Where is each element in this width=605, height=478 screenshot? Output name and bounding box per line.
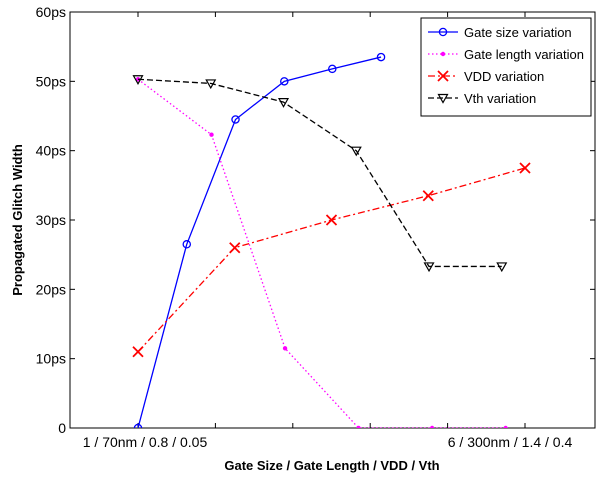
x-axis: 1 / 70nm / 0.8 / 0.05 6 / 300nm / 1.4 / …: [83, 12, 573, 450]
x-tick-label-end: 6 / 300nm / 1.4 / 0.4: [448, 434, 573, 450]
y-tick-label: 50ps: [36, 73, 66, 89]
y-tick-label: 60ps: [36, 4, 66, 20]
x-tick-label-start: 1 / 70nm / 0.8 / 0.05: [83, 434, 208, 450]
legend-marker: [440, 51, 446, 57]
legend-label: Vth variation: [464, 91, 536, 106]
legend: Gate size variation Gate length variation…: [420, 17, 592, 117]
legend-entry: VDD variation: [428, 69, 544, 84]
series-1: [135, 77, 508, 428]
data-point: [231, 115, 240, 124]
series-line: [137, 78, 502, 268]
data-point: [282, 346, 288, 351]
data-point: [496, 262, 508, 273]
data-point: [429, 425, 435, 428]
data-point: [182, 240, 192, 249]
series-line: [137, 56, 382, 428]
legend-entry: Gate size variation: [428, 25, 572, 40]
legend-marker: [438, 27, 448, 37]
data-point: [205, 79, 217, 90]
data-point: [328, 64, 337, 74]
series-layer: [132, 52, 531, 428]
legend-entry: Vth variation: [428, 91, 536, 106]
series-3: [132, 75, 508, 273]
legend-box: [420, 17, 592, 117]
data-point: [277, 98, 290, 108]
data-point: [132, 346, 144, 358]
legend-marker: [437, 70, 449, 82]
series-0: [133, 52, 386, 428]
y-tick-label: 30ps: [36, 212, 66, 228]
series-2: [132, 162, 531, 358]
data-point: [229, 242, 241, 254]
y-tick-label: 40ps: [36, 143, 66, 159]
data-point: [132, 75, 144, 85]
data-point: [519, 162, 531, 174]
y-tick-label: 20ps: [36, 281, 66, 297]
y-axis: 0 10ps 20ps 30ps 40ps 50ps 60ps: [36, 4, 595, 436]
y-tick-label: 10ps: [36, 351, 66, 367]
data-point: [422, 190, 434, 202]
legend-entry: Gate length variation: [428, 47, 584, 62]
data-point: [209, 132, 214, 137]
legend-label: Gate size variation: [464, 25, 572, 40]
legend-marker: [437, 93, 449, 104]
data-point: [350, 146, 362, 157]
data-point: [133, 423, 143, 428]
legend-label: VDD variation: [464, 69, 544, 84]
data-point: [376, 52, 386, 62]
y-axis-title: Propagated Glitch Width: [10, 144, 25, 296]
legend-label: Gate length variation: [464, 47, 584, 62]
data-point: [280, 77, 289, 86]
data-point: [325, 214, 338, 226]
data-point: [423, 262, 435, 273]
x-axis-title: Gate Size / Gate Length / VDD / Vth: [224, 458, 439, 473]
series-line: [137, 78, 506, 428]
y-tick-label: 0: [58, 420, 66, 436]
data-point: [503, 425, 508, 428]
data-point: [356, 425, 361, 428]
